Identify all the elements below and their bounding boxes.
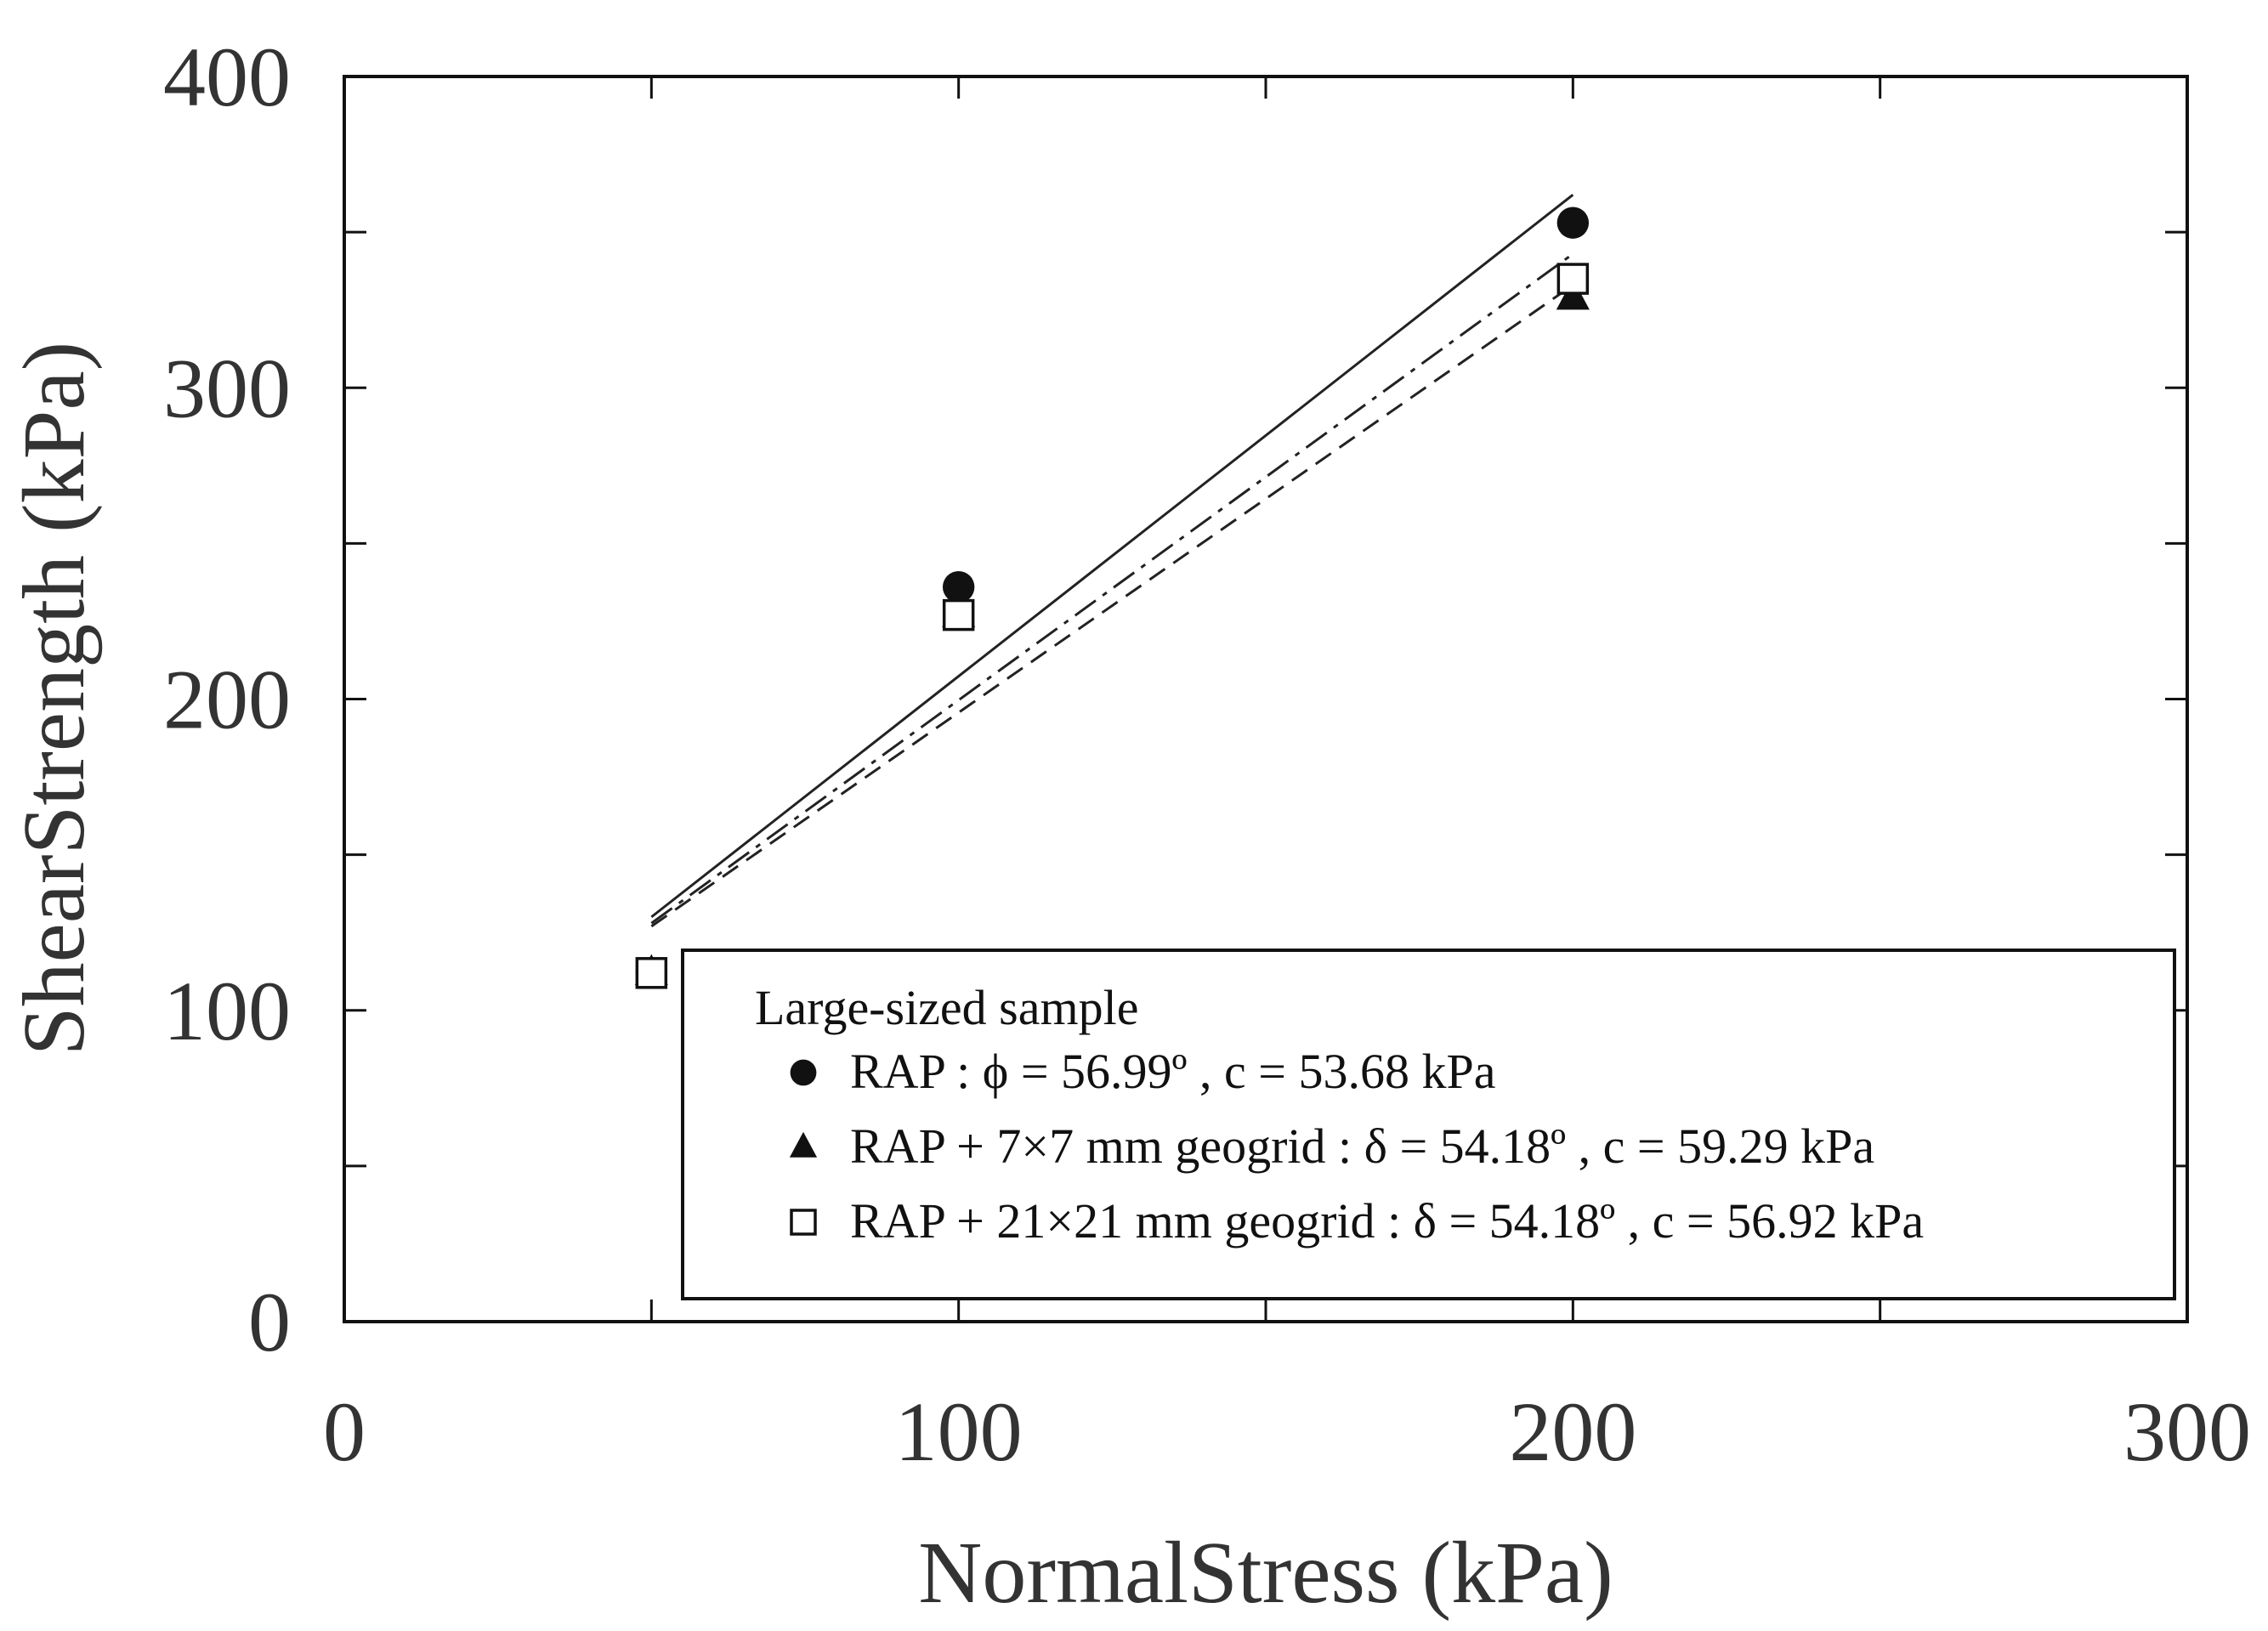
x-tick-label: 300: [2123, 1385, 2251, 1479]
x-tick-label: 0: [323, 1385, 366, 1479]
data-markers: [634, 207, 1590, 989]
legend-label: RAP + 7×7 mm geogrid : δ = 54.18º , c = …: [850, 1118, 1874, 1174]
legend-items: RAP : ϕ = 56.99º , c = 53.68 kPa RAP + 7×…: [789, 1044, 1924, 1249]
legend: Large-sized sample RAP : ϕ = 56.99º , c …: [681, 949, 2176, 1300]
marker-square: [942, 598, 975, 631]
y-tick-label: 400: [163, 30, 291, 124]
marker-circle: [942, 570, 975, 603]
axis-ticks: [344, 76, 2187, 1322]
marker-triangle: [789, 1131, 818, 1158]
legend-title: Large-sized sample: [755, 980, 1138, 1035]
marker-square: [1556, 263, 1590, 295]
x-axis-label: NormalStress (kPa): [918, 1524, 1613, 1622]
x-tick-label: 200: [1509, 1385, 1636, 1479]
fit-line: [650, 284, 1574, 928]
y-tick-label: 200: [163, 653, 291, 747]
y-axis-label: ShearStrength (kPa): [5, 342, 103, 1056]
y-tick-label: 0: [248, 1275, 291, 1369]
marker-circle: [790, 1059, 817, 1086]
legend-label: RAP : ϕ = 56.99º , c = 53.68 kPa: [850, 1044, 1495, 1099]
fit-line: [650, 193, 1574, 919]
y-tick-label: 100: [163, 964, 291, 1058]
legend-box: [681, 949, 2176, 1300]
x-tick-label: 100: [895, 1385, 1023, 1479]
marker-square: [635, 957, 668, 989]
fit-lines: [650, 193, 1574, 928]
legend-label: RAP + 21×21 mm geogrid : δ = 54.18º , c …: [850, 1193, 1924, 1249]
marker-circle: [1556, 207, 1590, 239]
y-tick-label: 300: [163, 341, 291, 435]
tick-labels: 0 100 200 300 0 100 200 300 400: [163, 30, 2251, 1479]
marker-square: [790, 1209, 817, 1236]
fit-line: [650, 252, 1574, 925]
